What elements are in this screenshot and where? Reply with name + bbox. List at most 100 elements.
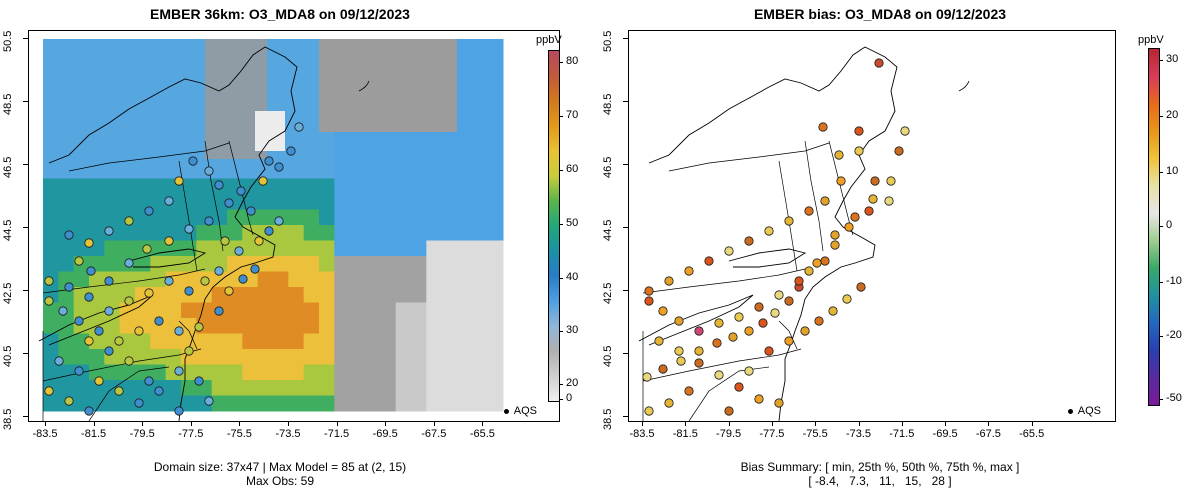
aqs-station-marker <box>104 226 114 236</box>
aqs-legend-marker <box>1067 408 1073 414</box>
model-grid-cell <box>257 194 274 210</box>
model-grid-cell <box>135 271 151 288</box>
x-axis-tick <box>190 421 192 426</box>
y-axis-label: 40.5 <box>2 345 14 367</box>
model-grid-cell <box>457 271 473 288</box>
model-grid-cell <box>242 333 259 350</box>
aqs-station-marker <box>694 326 704 336</box>
aqs-station-marker <box>684 386 694 396</box>
model-grid-cell <box>89 194 105 210</box>
model-grid-cell <box>365 349 381 365</box>
model-grid-cell <box>472 70 489 86</box>
model-grid-cell <box>288 101 305 117</box>
model-grid-cell <box>457 147 473 164</box>
model-grid-cell <box>441 240 458 257</box>
model-grid-cell <box>43 85 59 102</box>
model-grid-cell <box>257 209 274 226</box>
model-grid-cell <box>395 70 412 86</box>
aqs-station-marker <box>728 332 738 342</box>
aqs-station-marker <box>800 326 810 336</box>
model-grid-cell <box>135 147 151 164</box>
aqs-station-marker <box>644 406 654 416</box>
model-grid-cell <box>334 85 351 102</box>
model-grid-cell <box>73 271 90 288</box>
model-grid-cell <box>472 364 489 381</box>
model-grid-cell <box>211 318 228 334</box>
x-axis-label: -65.5 <box>469 428 495 440</box>
aqs-legend-marker <box>503 408 509 414</box>
model-grid-cell <box>472 54 489 71</box>
model-grid-cell <box>181 116 197 133</box>
model-grid-cell <box>43 116 59 133</box>
x-axis-label: -71.5 <box>889 428 915 440</box>
aqs-station-marker <box>814 316 824 326</box>
model-grid-cell <box>73 194 90 210</box>
aqs-station-marker <box>884 196 894 206</box>
model-grid-cell <box>380 302 397 319</box>
x-axis-tick <box>815 421 817 426</box>
y-axis-tick <box>23 227 28 228</box>
model-grid-cell <box>457 333 473 350</box>
model-grid-cell <box>165 70 182 86</box>
model-grid-cell <box>165 163 182 179</box>
model-grid-cell <box>441 85 458 102</box>
aqs-station-marker <box>44 386 54 396</box>
coastline <box>358 80 370 92</box>
model-grid-cell <box>426 333 443 350</box>
colorbar-tick <box>559 170 563 171</box>
aqs-station-marker <box>804 266 814 276</box>
y-axis-tick <box>623 38 628 39</box>
model-grid-cell <box>411 333 427 350</box>
model-grid-cell <box>411 132 427 148</box>
x-axis-label: -83.5 <box>629 428 655 440</box>
x-axis-tick <box>858 421 860 426</box>
state-boundary <box>668 142 830 172</box>
model-grid-cell <box>119 333 136 350</box>
model-grid-cell <box>319 256 335 272</box>
model-grid-cell <box>303 225 320 241</box>
model-grid-cell <box>457 209 473 226</box>
model-grid-cell <box>441 380 458 396</box>
model-grid-cell <box>380 101 397 117</box>
model-grid-cell <box>104 318 121 334</box>
aqs-station-marker <box>294 122 304 132</box>
model-grid-cell <box>457 194 473 210</box>
model-grid-cell <box>457 395 473 412</box>
model-grid-cell <box>242 163 259 179</box>
model-grid-cell <box>150 271 167 288</box>
model-grid-cell <box>58 132 75 148</box>
model-grid-cell <box>380 349 397 365</box>
model-grid-cell <box>395 209 412 226</box>
model-grid-cell <box>227 163 243 179</box>
model-grid-cell <box>135 54 151 71</box>
model-grid-cell <box>150 39 167 55</box>
colorbar-tick <box>1159 226 1163 227</box>
model-grid-cell <box>257 318 274 334</box>
model-grid-cell <box>135 39 151 55</box>
model-grid-cell <box>319 240 335 257</box>
model-grid-cell <box>181 101 197 117</box>
model-grid-cell <box>73 163 90 179</box>
model-grid-cell <box>119 364 136 381</box>
aqs-station-marker <box>874 58 884 68</box>
model-grid-cell <box>441 225 458 241</box>
model-grid-cell <box>380 225 397 241</box>
model-caption-line2: Max Obs: 59 <box>245 474 315 488</box>
model-grid-cell <box>395 225 412 241</box>
model-grid-cell <box>242 380 259 396</box>
model-grid-cell <box>58 70 75 86</box>
aqs-station-marker <box>694 358 704 368</box>
model-grid-cell <box>319 209 335 226</box>
model-grid-cell <box>395 132 412 148</box>
model-grid-cell <box>441 395 458 412</box>
model-grid-cell <box>135 225 151 241</box>
model-grid-cell <box>58 333 75 350</box>
state-boundary <box>88 366 170 421</box>
colorbar-tick <box>559 116 563 117</box>
model-grid-cell <box>441 256 458 272</box>
model-grid-cell <box>487 116 504 133</box>
colorbar-tick <box>1159 172 1163 173</box>
model-grid-cell <box>365 240 381 257</box>
model-grid-cell <box>303 163 320 179</box>
model-grid-cell <box>43 132 59 148</box>
